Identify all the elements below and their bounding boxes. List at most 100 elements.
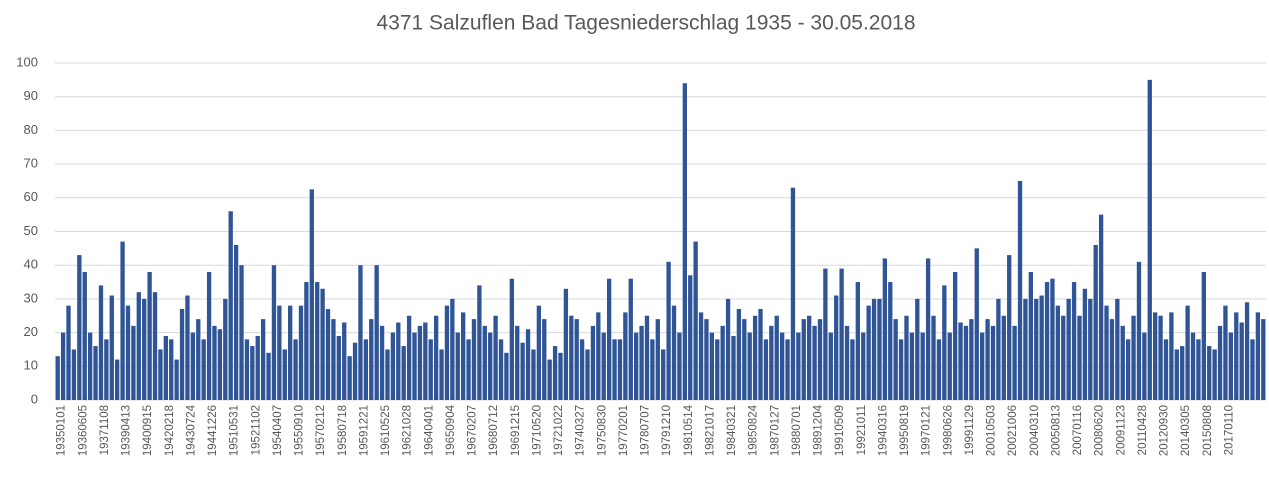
bar xyxy=(482,325,487,400)
bar xyxy=(401,346,406,400)
bar xyxy=(342,322,347,400)
bar xyxy=(82,271,87,400)
bar xyxy=(228,211,233,400)
bar xyxy=(715,339,720,400)
bar xyxy=(412,332,417,400)
bar xyxy=(693,241,698,400)
bar xyxy=(823,268,828,400)
x-tick-label: 19371108 xyxy=(99,405,111,455)
bar xyxy=(877,298,882,400)
bar xyxy=(596,312,601,400)
bar xyxy=(617,339,623,400)
x-tick-label: 19580718 xyxy=(337,405,349,456)
y-tick-label: 0 xyxy=(31,391,38,406)
bar xyxy=(1131,315,1136,400)
bar xyxy=(536,305,542,400)
bar xyxy=(1104,305,1109,400)
bar xyxy=(520,342,525,400)
bar xyxy=(769,325,774,400)
bar xyxy=(1223,305,1228,400)
bar xyxy=(698,312,704,400)
bar xyxy=(1196,339,1201,400)
bar xyxy=(109,295,114,400)
bar xyxy=(1217,325,1223,400)
bar xyxy=(1255,312,1261,400)
bar xyxy=(1093,244,1098,400)
x-tick-label: 19521102 xyxy=(250,405,262,455)
bar xyxy=(850,339,855,400)
x-tick-label: 19740327 xyxy=(575,405,587,456)
bar xyxy=(1055,305,1061,400)
bar xyxy=(336,335,341,400)
bar xyxy=(1120,325,1125,400)
bar xyxy=(644,315,650,400)
y-tick-label: 60 xyxy=(24,189,38,204)
bar xyxy=(1044,282,1050,400)
bar xyxy=(196,319,201,400)
bar xyxy=(320,288,325,400)
x-tick-label: 20021006 xyxy=(1007,405,1019,456)
bar xyxy=(288,305,293,400)
bar xyxy=(1207,346,1212,400)
bar xyxy=(996,298,1001,400)
bar xyxy=(866,305,871,400)
x-tick-label: 20010503 xyxy=(986,405,998,456)
bar xyxy=(1147,79,1152,400)
bar xyxy=(1190,332,1196,400)
bar xyxy=(682,83,687,400)
bar xyxy=(888,282,893,400)
bar xyxy=(720,325,725,400)
bar xyxy=(990,325,996,400)
x-tick-label: 19721022 xyxy=(553,405,565,456)
bar xyxy=(266,352,271,400)
bar xyxy=(747,332,752,400)
y-tick-label: 40 xyxy=(24,257,38,272)
x-tick-label: 19750830 xyxy=(596,405,608,456)
bar xyxy=(1239,322,1244,400)
bar xyxy=(201,339,206,400)
bar xyxy=(493,315,498,400)
bar xyxy=(417,325,423,400)
bar xyxy=(498,339,504,400)
x-tick-label: 19891204 xyxy=(813,404,825,456)
bar xyxy=(471,319,477,400)
bar xyxy=(1169,312,1174,400)
bar xyxy=(790,187,796,400)
bar xyxy=(931,315,936,400)
bar xyxy=(525,329,531,400)
bar xyxy=(1115,298,1120,400)
bar xyxy=(952,271,958,400)
bar xyxy=(488,332,493,400)
chart-title: 4371 Salzuflen Bad Tagesniederschlag 193… xyxy=(376,12,915,35)
x-tick-label: 19810514 xyxy=(683,404,695,456)
x-tick-label: 19640401 xyxy=(423,405,435,456)
x-tick-label: 19550910 xyxy=(294,405,306,456)
bar xyxy=(428,339,433,400)
bar xyxy=(244,339,250,400)
bar xyxy=(915,298,920,400)
bar xyxy=(1136,261,1142,400)
bar xyxy=(628,278,633,400)
x-tick-label: 19400915 xyxy=(142,405,154,456)
bar xyxy=(304,282,309,400)
bar xyxy=(861,332,866,400)
bar xyxy=(844,325,850,400)
bar xyxy=(369,319,374,400)
bar xyxy=(731,335,736,400)
x-tick-label: 19570212 xyxy=(315,405,327,456)
bar xyxy=(136,292,141,400)
bar xyxy=(590,325,596,400)
bar xyxy=(834,295,839,400)
x-tick-label: 19840321 xyxy=(726,405,738,456)
bar xyxy=(601,332,606,400)
x-tick-label: 19691215 xyxy=(510,405,522,456)
bar xyxy=(185,295,190,400)
bar xyxy=(688,275,693,400)
bar xyxy=(639,325,644,400)
x-tick-label: 20040310 xyxy=(1029,405,1041,456)
x-tick-label: 20050813 xyxy=(1050,405,1062,456)
bar xyxy=(1185,305,1190,400)
bar xyxy=(298,305,304,400)
bar xyxy=(855,282,860,400)
x-tick-label: 19610525 xyxy=(380,405,392,456)
